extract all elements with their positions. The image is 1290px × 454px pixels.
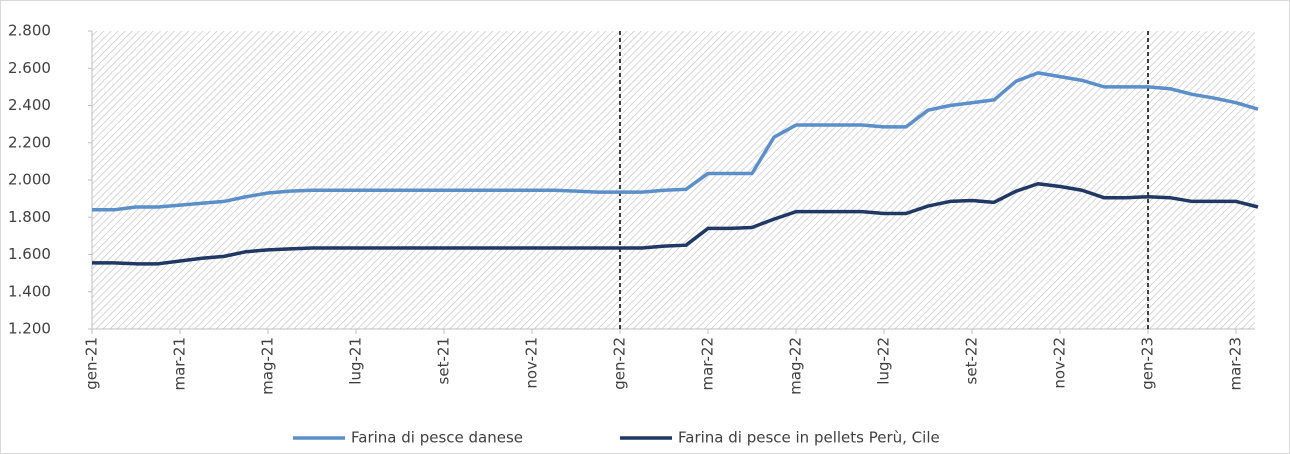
x-tick-label: gen-23 bbox=[1139, 337, 1157, 390]
x-tick-label: mag-21 bbox=[259, 337, 277, 395]
x-tick-label: mar-21 bbox=[171, 337, 189, 391]
x-tick-label: mar-22 bbox=[699, 337, 717, 391]
x-tick-label: gen-22 bbox=[611, 337, 629, 390]
y-tick-label: 1.200 bbox=[8, 320, 51, 338]
x-tick-label: mag-22 bbox=[787, 337, 805, 395]
y-tick-label: 2.400 bbox=[8, 96, 51, 114]
y-tick-label: 2.800 bbox=[8, 22, 51, 40]
plot-area bbox=[92, 31, 1255, 329]
x-tick-label: set-21 bbox=[435, 337, 453, 384]
x-tick-label: set-22 bbox=[963, 337, 981, 384]
y-tick-label: 1.400 bbox=[8, 282, 51, 300]
x-tick-label: nov-22 bbox=[1051, 337, 1069, 389]
y-tick-label: 1.600 bbox=[8, 245, 51, 263]
y-tick-label: 2.600 bbox=[8, 59, 51, 77]
y-tick-label: 1.800 bbox=[8, 208, 51, 226]
y-tick-label: 2.200 bbox=[8, 133, 51, 151]
legend-label: Farina di pesce danese bbox=[351, 429, 523, 447]
series-line bbox=[92, 71, 1259, 212]
series-line bbox=[92, 181, 1259, 266]
x-tick-label: lug-21 bbox=[347, 337, 365, 385]
legend-label: Farina di pesce in pellets Perù, Cile bbox=[678, 429, 940, 447]
x-tick-label: mar-23 bbox=[1227, 337, 1245, 391]
x-tick-label: gen-21 bbox=[83, 337, 101, 390]
x-tick-label: lug-22 bbox=[875, 337, 893, 385]
x-tick-label: nov-21 bbox=[523, 337, 541, 389]
y-tick-label: 2.000 bbox=[8, 171, 51, 189]
